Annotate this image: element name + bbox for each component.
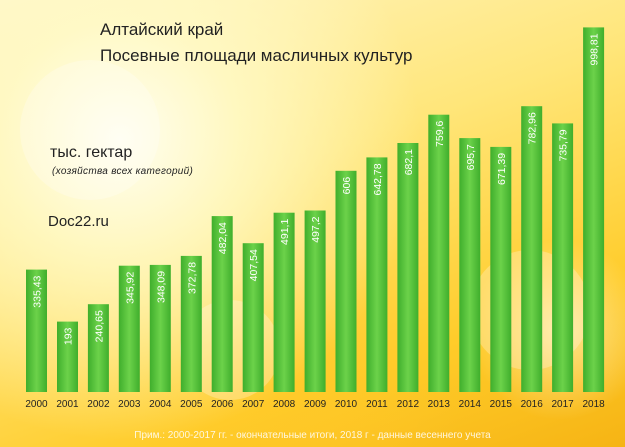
value-label-2006: 482,04 <box>217 222 229 254</box>
bar-2012 <box>397 143 419 392</box>
x-tick-2008: 2008 <box>273 399 296 410</box>
x-tick-2014: 2014 <box>459 399 482 410</box>
x-tick-2001: 2001 <box>56 399 79 410</box>
value-label-2014: 695,7 <box>465 144 477 170</box>
value-label-2016: 782,96 <box>527 112 539 144</box>
bar-2011 <box>366 157 388 392</box>
value-label-2018: 998,81 <box>589 33 601 65</box>
x-tick-2005: 2005 <box>180 399 203 410</box>
bar-2000 <box>26 269 47 392</box>
bar-2015 <box>490 146 512 392</box>
bokeh-light <box>20 60 160 200</box>
bar-2013 <box>428 114 450 392</box>
x-tick-2018: 2018 <box>582 399 605 410</box>
value-label-2005: 372,78 <box>186 262 198 294</box>
value-label-2003: 345,92 <box>124 272 136 304</box>
value-label-2009: 497,2 <box>310 216 322 242</box>
bar-2005 <box>180 255 202 392</box>
bar-2014 <box>459 138 481 392</box>
x-tick-2017: 2017 <box>551 399 574 410</box>
chart-title: Посевные площади масличных культур <box>100 46 413 65</box>
value-label-2008: 491,1 <box>279 219 291 245</box>
value-label-2007: 407,54 <box>248 249 260 281</box>
bar-2004 <box>149 264 171 392</box>
value-label-2004: 348,09 <box>155 271 167 303</box>
bar-2018 <box>583 27 605 393</box>
x-tick-2012: 2012 <box>397 399 420 410</box>
value-label-2015: 671,39 <box>496 153 508 185</box>
value-label-2001: 193 <box>63 327 75 345</box>
value-label-2000: 335,43 <box>32 275 44 307</box>
footnote: Прим.: 2000-2017 гг. - окончательные ито… <box>134 430 491 441</box>
unit-sublabel: (хозяйства всех категорий) <box>52 166 194 177</box>
bar-2006 <box>211 216 233 392</box>
x-tick-2003: 2003 <box>118 399 141 410</box>
x-tick-2010: 2010 <box>335 399 358 410</box>
bar-2010 <box>335 170 357 392</box>
value-label-2002: 240,65 <box>93 310 105 342</box>
value-label-2011: 642,78 <box>372 163 384 195</box>
x-tick-2007: 2007 <box>242 399 265 410</box>
value-label-2013: 759,6 <box>434 121 446 147</box>
chart-title-region: Алтайский край <box>100 20 224 39</box>
bar-2002 <box>87 304 109 392</box>
bar-2001 <box>57 321 78 392</box>
x-tick-2006: 2006 <box>211 399 234 410</box>
bar-2003 <box>118 265 140 392</box>
x-tick-2004: 2004 <box>149 399 172 410</box>
bar-2008 <box>273 212 295 392</box>
x-tick-2000: 2000 <box>25 399 48 410</box>
value-label-2017: 735,79 <box>558 129 570 161</box>
value-label-2010: 606 <box>341 177 353 195</box>
bar-2016 <box>521 106 543 392</box>
x-tick-2015: 2015 <box>490 399 513 410</box>
x-tick-2009: 2009 <box>304 399 327 410</box>
value-label-2012: 682,1 <box>403 149 415 175</box>
x-tick-2011: 2011 <box>366 399 388 410</box>
bars-layer: 335,43 193 240,65 345,92 348,09 372,78 482,04 4… <box>26 27 605 393</box>
bar-2009 <box>304 210 326 392</box>
unit-label: тыс. гектар <box>50 144 133 161</box>
bar-2007 <box>242 243 264 392</box>
x-tick-2016: 2016 <box>521 399 544 410</box>
source-label: Doc22.ru <box>48 213 109 230</box>
x-tick-labels: 2000 2001 2002 2003 2004 2005 2006 2007 2008 2009… <box>25 399 605 410</box>
x-tick-2013: 2013 <box>428 399 451 410</box>
x-tick-2002: 2002 <box>87 399 110 410</box>
bar-2017 <box>552 123 574 393</box>
